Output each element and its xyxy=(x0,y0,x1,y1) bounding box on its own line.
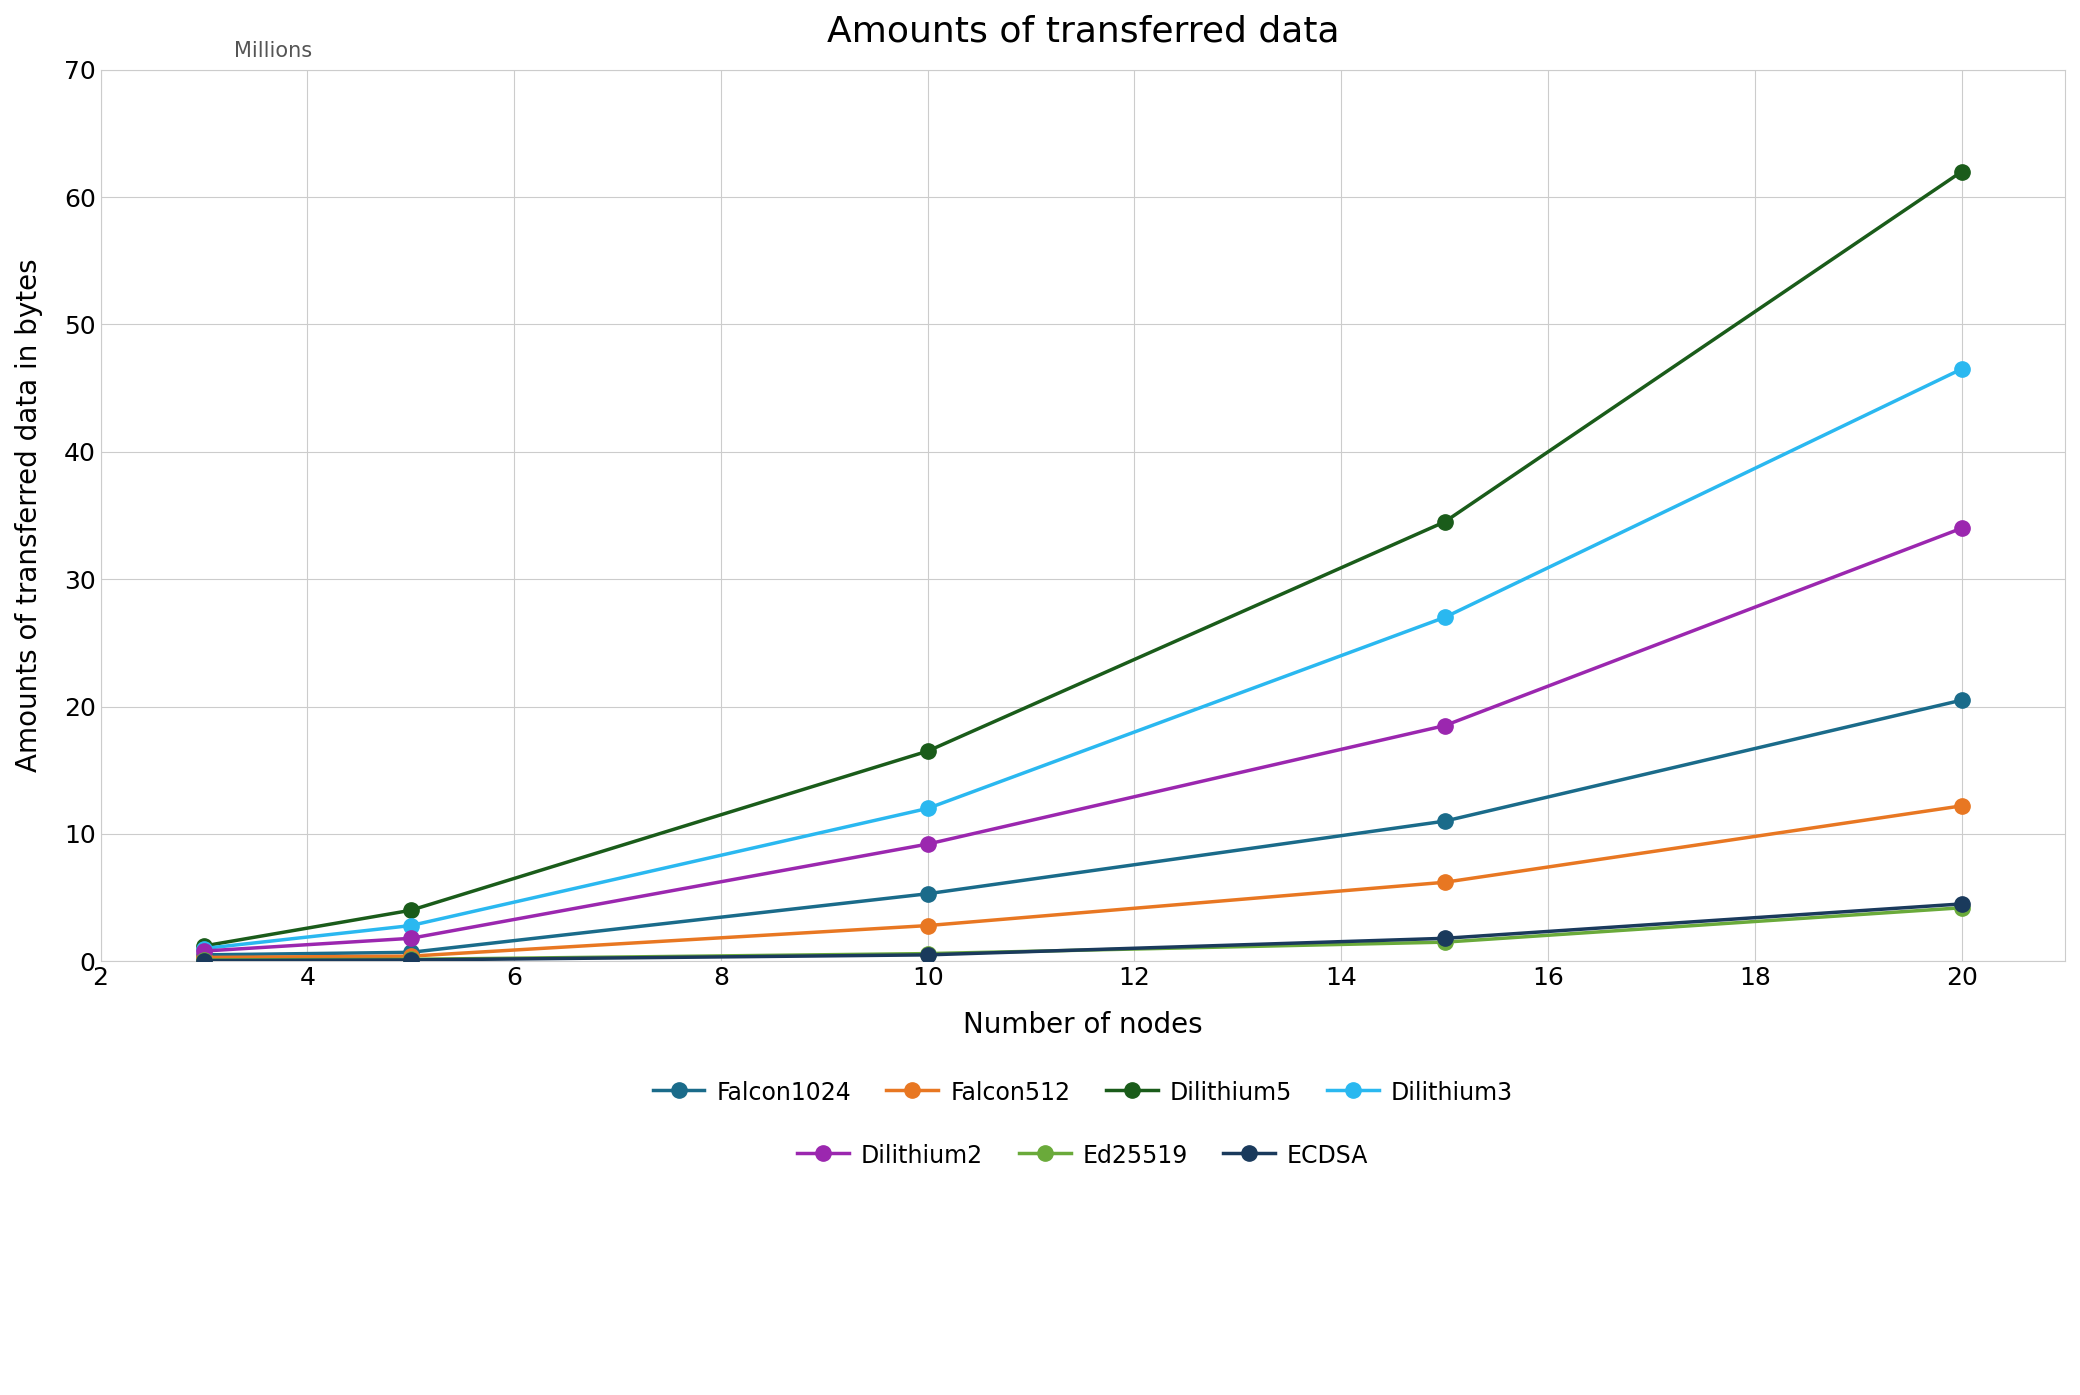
Falcon512 xyxy=(397,947,422,964)
Dilithium2 xyxy=(397,930,422,947)
Dilithium2 xyxy=(915,836,940,852)
Line: Dilithium3: Dilithium3 xyxy=(196,361,1970,956)
Dilithium5 xyxy=(915,742,940,759)
Falcon1024 xyxy=(1433,813,1458,830)
Dilithium5 xyxy=(1433,513,1458,530)
Dilithium5 xyxy=(191,937,216,954)
Ed25519 xyxy=(1433,933,1458,950)
Dilithium3 xyxy=(1949,361,1974,378)
Falcon1024 xyxy=(1949,692,1974,709)
Dilithium3 xyxy=(1433,610,1458,626)
Ed25519 xyxy=(191,951,216,968)
Dilithium2 xyxy=(191,943,216,960)
Falcon512 xyxy=(1433,873,1458,890)
ECDSA xyxy=(1949,896,1974,912)
Falcon512 xyxy=(915,917,940,933)
Dilithium3 xyxy=(397,917,422,933)
Ed25519 xyxy=(915,946,940,963)
Falcon512 xyxy=(191,949,216,965)
Legend: Dilithium2, Ed25519, ECDSA: Dilithium2, Ed25519, ECDSA xyxy=(797,1143,1369,1168)
Dilithium2 xyxy=(1949,520,1974,537)
Line: Dilithium2: Dilithium2 xyxy=(196,520,1970,958)
Falcon1024 xyxy=(191,946,216,963)
Line: Ed25519: Ed25519 xyxy=(196,900,1970,968)
Dilithium3 xyxy=(915,801,940,817)
Line: ECDSA: ECDSA xyxy=(196,897,1970,968)
Line: Falcon1024: Falcon1024 xyxy=(196,692,1970,963)
ECDSA xyxy=(915,946,940,963)
Text: Millions: Millions xyxy=(235,40,312,61)
Ed25519 xyxy=(397,951,422,968)
ECDSA xyxy=(397,951,422,968)
Falcon1024 xyxy=(915,886,940,903)
Ed25519 xyxy=(1949,900,1974,917)
X-axis label: Number of nodes: Number of nodes xyxy=(963,1011,1202,1039)
Dilithium5 xyxy=(397,903,422,919)
Title: Amounts of transferred data: Amounts of transferred data xyxy=(826,15,1340,49)
ECDSA xyxy=(1433,930,1458,947)
Dilithium3 xyxy=(191,940,216,957)
Line: Dilithium5: Dilithium5 xyxy=(196,165,1970,954)
Dilithium2 xyxy=(1433,717,1458,734)
Falcon512 xyxy=(1949,798,1974,815)
Dilithium5 xyxy=(1949,163,1974,180)
Line: Falcon512: Falcon512 xyxy=(196,798,1970,965)
Y-axis label: Amounts of transferred data in bytes: Amounts of transferred data in bytes xyxy=(15,258,44,773)
ECDSA xyxy=(191,953,216,970)
Falcon1024 xyxy=(397,944,422,961)
